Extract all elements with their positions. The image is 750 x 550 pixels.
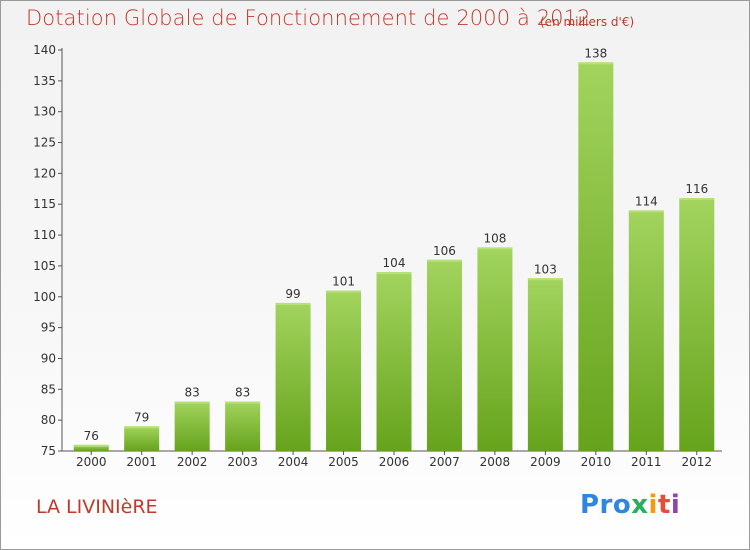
y-tick-label: 75 <box>41 444 56 458</box>
y-tick-label: 125 <box>33 136 56 150</box>
bar-top-edge <box>73 444 109 447</box>
y-tick-label: 135 <box>33 74 56 88</box>
data-label: 104 <box>383 256 406 270</box>
y-tick-label: 90 <box>41 351 56 365</box>
bar-top-edge <box>326 290 362 293</box>
y-tick-label: 80 <box>41 413 56 427</box>
bar <box>628 210 664 451</box>
bar <box>124 426 160 451</box>
x-tick-label: 2010 <box>581 455 612 469</box>
place-name: LA LIVINIèRE <box>36 496 158 518</box>
x-tick-label: 2003 <box>227 455 258 469</box>
value-labels: 76 79 83 83 99 101 104 106 108 103 138 114 116 <box>84 46 709 442</box>
proxiti-logo[interactable]: Proxiti <box>580 490 680 520</box>
y-tick-label: 120 <box>33 166 56 180</box>
chart-subtitle: (en milliers d'€) <box>540 15 635 29</box>
x-tick-label: 2002 <box>177 455 208 469</box>
bar-top-edge <box>225 401 261 404</box>
chart-title: Dotation Globale de Fonctionnement de 20… <box>26 6 591 30</box>
x-tick-label: 2012 <box>681 455 712 469</box>
bar <box>679 198 715 451</box>
bar <box>376 272 412 451</box>
y-tick-label: 100 <box>33 290 56 304</box>
x-tick-label: 2011 <box>631 455 662 469</box>
data-label: 99 <box>285 287 300 301</box>
x-tick-label: 2004 <box>278 455 309 469</box>
bar <box>578 62 614 451</box>
y-tick-label: 110 <box>33 228 56 242</box>
x-tick-label: 2008 <box>480 455 511 469</box>
bar-top-edge <box>275 302 311 305</box>
bar <box>326 290 362 451</box>
logo-part: t <box>657 490 671 520</box>
axes: 75 80 85 90 95 100 105 110 115 120 125 130 135 140 200… <box>33 43 722 469</box>
y-tick-label: 115 <box>33 197 56 211</box>
bar <box>527 278 563 451</box>
bar-top-edge <box>679 198 715 201</box>
bar-top-edge <box>578 62 614 65</box>
bar-top-edge <box>376 272 412 275</box>
bar <box>225 401 261 451</box>
bar-top-edge <box>174 401 210 404</box>
bar-top-edge <box>477 247 513 250</box>
x-tick-label: 2006 <box>379 455 410 469</box>
bar-top-edge <box>527 278 563 281</box>
y-tick-label: 85 <box>41 382 56 396</box>
data-label: 138 <box>584 46 607 60</box>
x-tick-label: 2009 <box>530 455 561 469</box>
x-tick-label: 2007 <box>429 455 460 469</box>
data-label: 106 <box>433 244 456 258</box>
bar-top-edge <box>426 259 462 262</box>
logo-part: i <box>648 490 658 520</box>
data-label: 103 <box>534 262 557 276</box>
bar <box>73 444 109 451</box>
data-label: 108 <box>483 231 506 245</box>
x-tick-label: 2000 <box>76 455 107 469</box>
data-label: 116 <box>685 182 708 196</box>
logo-part: Pro <box>580 490 632 520</box>
bar <box>275 302 311 451</box>
x-tick-label: 2005 <box>328 455 359 469</box>
data-label: 83 <box>235 386 250 400</box>
bar-top-edge <box>628 210 664 213</box>
y-tick-label: 140 <box>33 43 56 57</box>
data-label: 79 <box>134 410 149 424</box>
x-tick-label: 2001 <box>126 455 157 469</box>
data-label: 101 <box>332 275 355 289</box>
bar <box>174 401 210 451</box>
bars <box>73 62 715 451</box>
data-label: 114 <box>635 194 658 208</box>
logo-part: x <box>631 490 649 520</box>
bar-top-edge <box>124 426 160 429</box>
logo-part: i <box>670 490 681 520</box>
y-tick-label: 95 <box>41 321 56 335</box>
bar <box>426 259 462 451</box>
y-tick-label: 130 <box>33 105 56 119</box>
bar <box>477 247 513 451</box>
y-tick-label: 105 <box>33 259 56 273</box>
data-label: 83 <box>185 386 200 400</box>
data-label: 76 <box>84 429 99 443</box>
